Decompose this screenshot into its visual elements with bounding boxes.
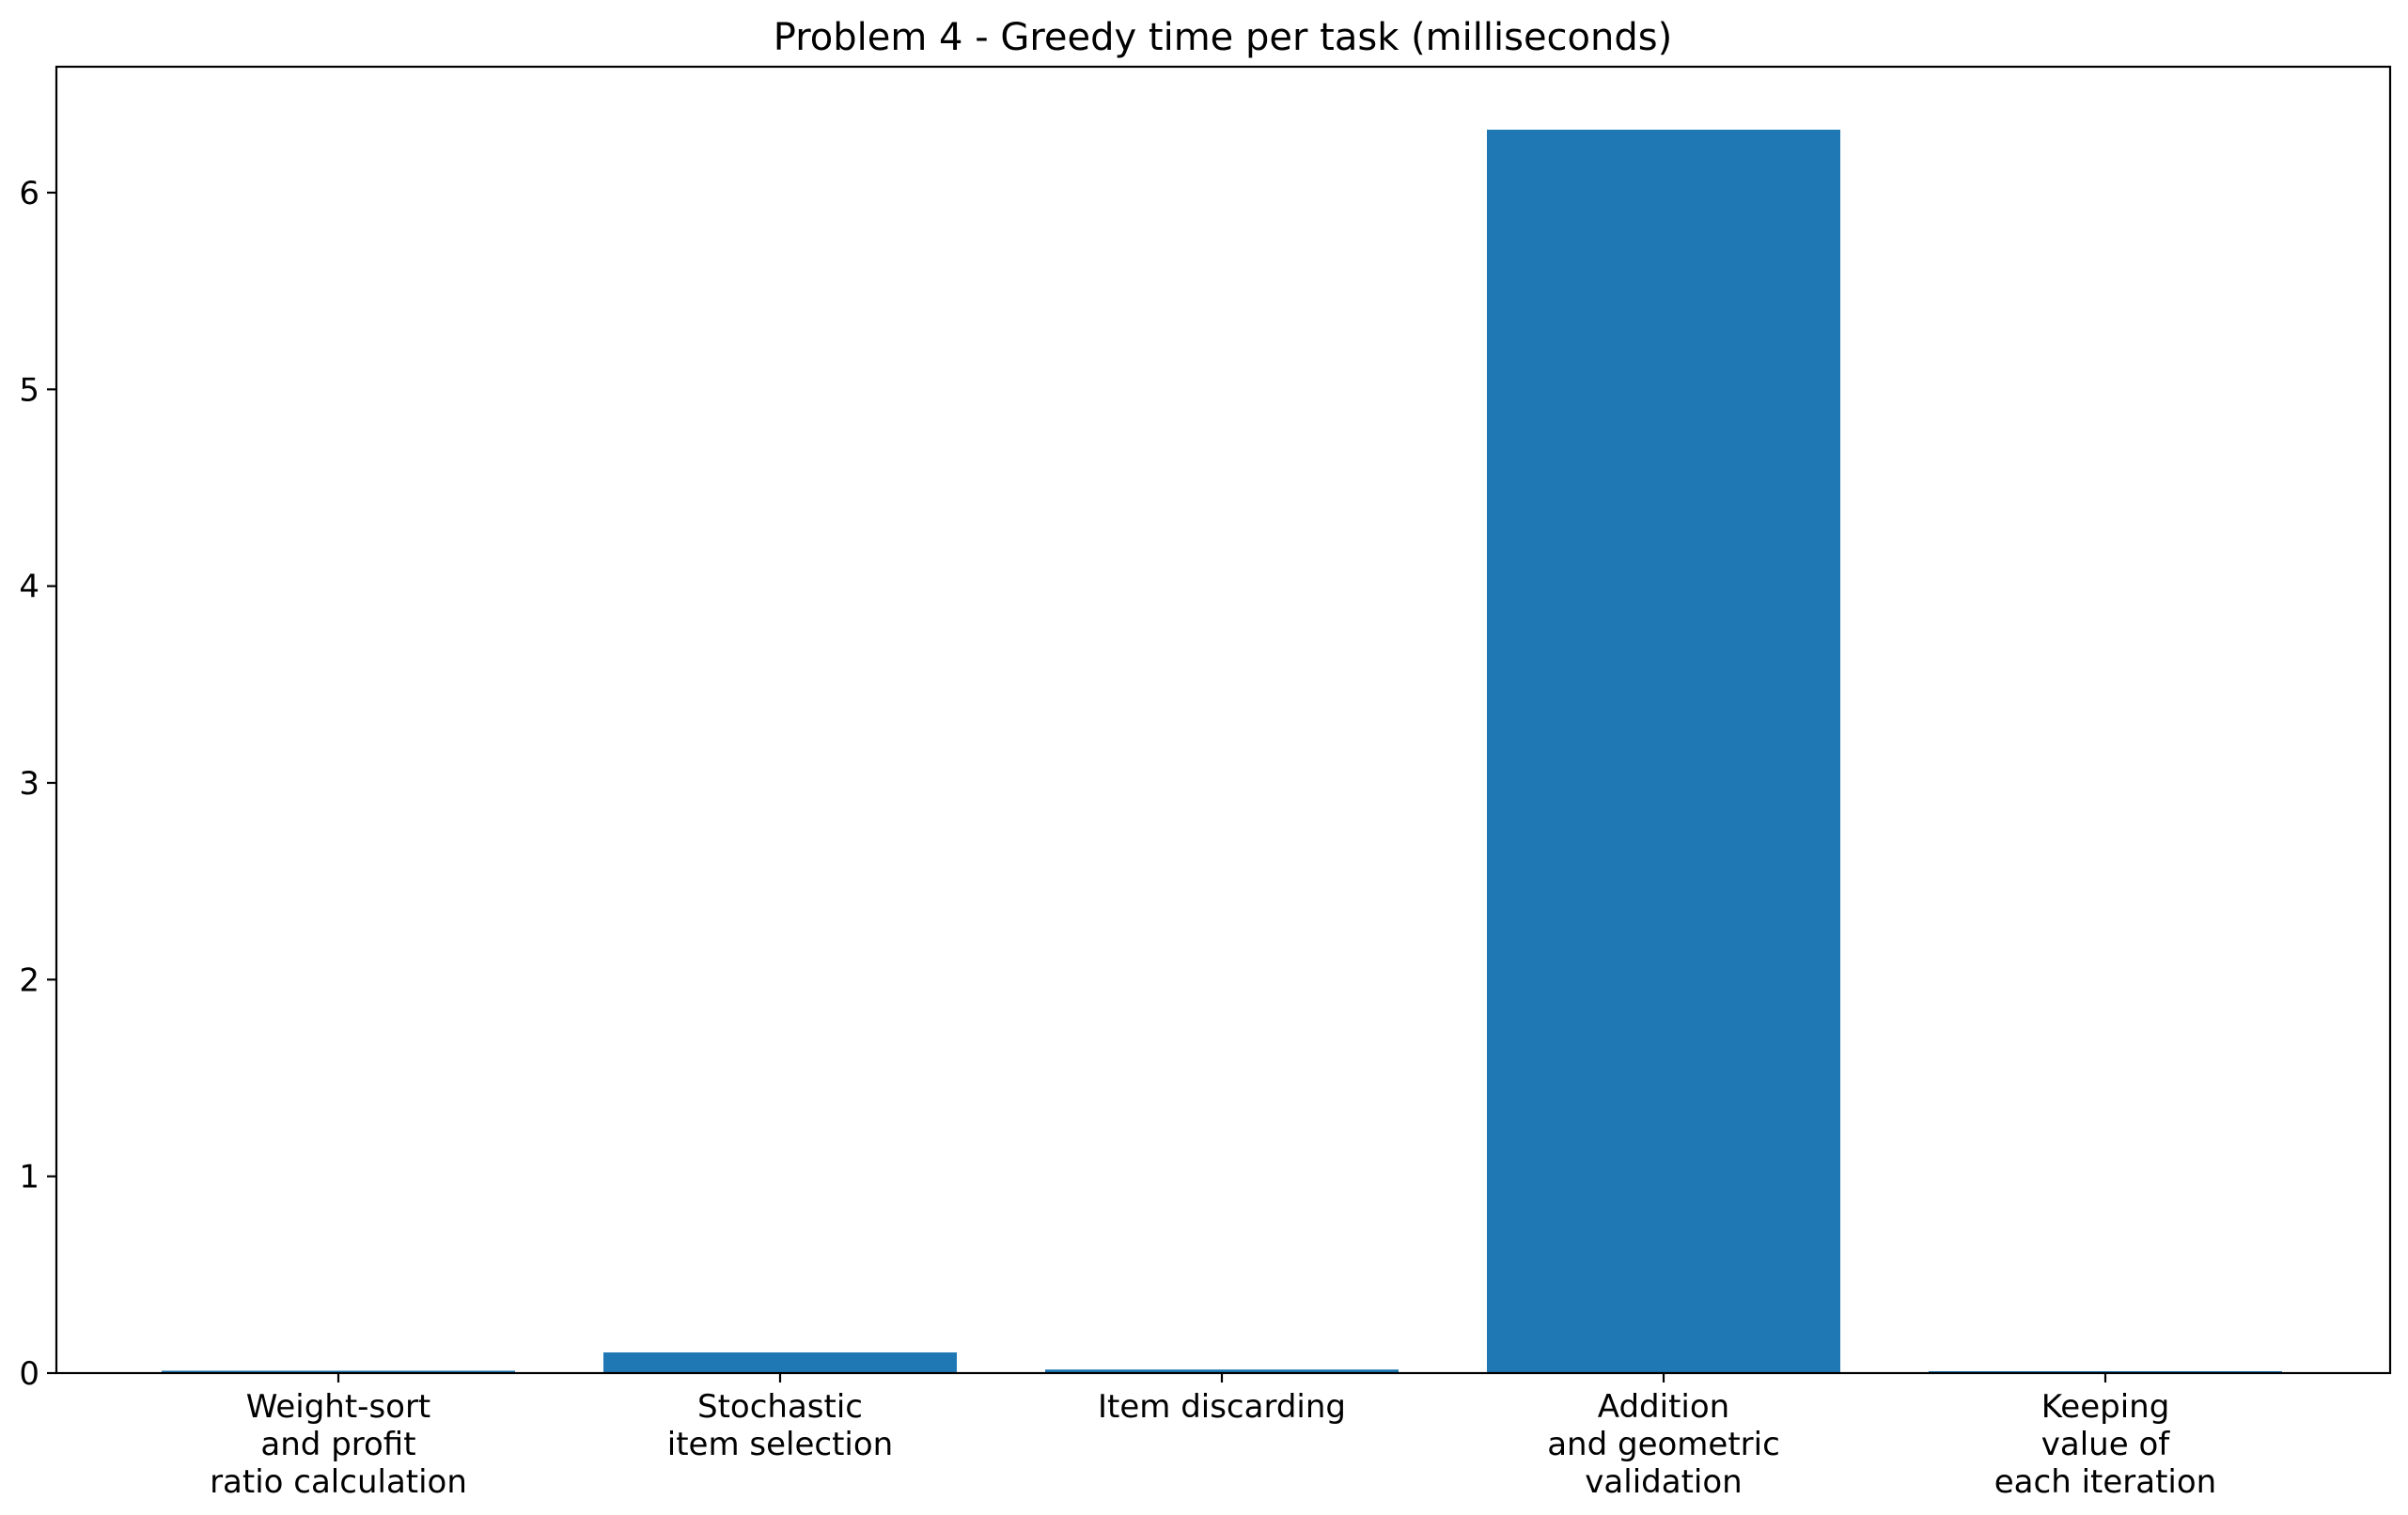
x-tick-label-3: Item discarding <box>1098 1388 1346 1426</box>
x-tick-label-line: Weight-sort <box>246 1388 431 1426</box>
bar-3 <box>1045 1369 1399 1373</box>
bar-2 <box>603 1352 957 1373</box>
y-tick-label-1: 1 <box>19 1159 39 1196</box>
x-tick-label-2: Stochastic item selection <box>667 1388 893 1463</box>
x-tick-label-line: Keeping <box>2041 1388 2170 1426</box>
x-tick-label-4: Addition and geometric validation <box>1547 1388 1780 1501</box>
chart-title: Problem 4 - Greedy time per task (millis… <box>774 16 1672 59</box>
y-tick-label-6: 6 <box>19 175 39 212</box>
bars-group <box>162 129 2282 1374</box>
bar-1 <box>162 1370 515 1373</box>
x-tick-label-line: and profit <box>260 1426 415 1463</box>
x-tick-label-line: value of <box>2041 1426 2170 1463</box>
y-tick-label-4: 4 <box>19 569 39 606</box>
x-tick-label-line: Addition <box>1598 1388 1729 1426</box>
x-tick-label-1: Weight-sort and profit ratio calculation <box>210 1388 467 1501</box>
x-tick-label-line: item selection <box>667 1426 893 1463</box>
x-tick-label-5: Keeping value of each iteration <box>1994 1388 2216 1501</box>
x-tick-label-line: Stochastic <box>697 1388 863 1426</box>
x-axis: Weight-sort and profit ratio calculation St… <box>210 1373 2216 1501</box>
y-tick-label-2: 2 <box>19 961 39 999</box>
y-axis: 0 1 2 3 4 5 6 <box>19 175 56 1393</box>
x-tick-label-line: Item discarding <box>1098 1388 1346 1426</box>
y-tick-label-5: 5 <box>19 371 39 409</box>
plot-frame <box>55 65 2392 1375</box>
x-tick-label-line: and geometric <box>1547 1426 1780 1463</box>
x-tick-label-line: each iteration <box>1994 1463 2216 1501</box>
x-tick-label-line: ratio calculation <box>210 1463 467 1501</box>
bar-4 <box>1487 129 1840 1374</box>
y-tick-label-3: 3 <box>19 765 39 803</box>
y-tick-label-0: 0 <box>19 1355 39 1393</box>
x-tick-label-line: validation <box>1585 1463 1742 1501</box>
